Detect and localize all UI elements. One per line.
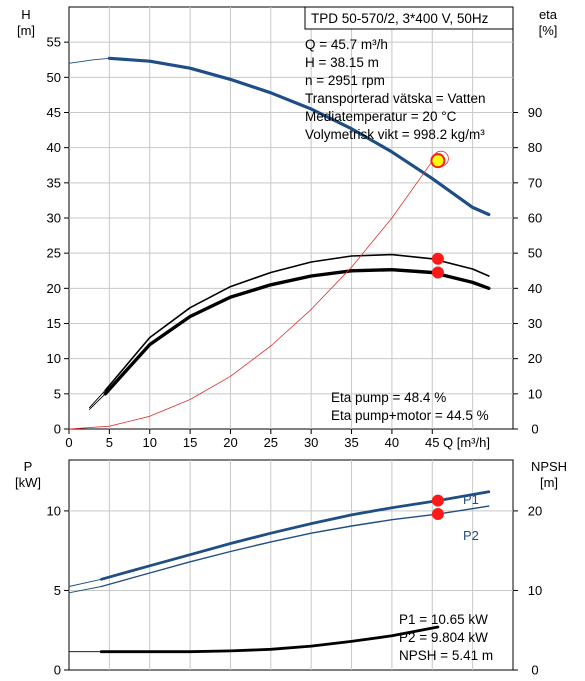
tick-label-left: 10 <box>47 503 61 518</box>
annotation-eta-pump: Eta pump = 48.4 % <box>331 390 446 405</box>
tick-label-x: 25 <box>264 435 278 450</box>
tick-label-right: 40 <box>528 281 542 296</box>
marker-point <box>431 494 444 507</box>
tick-label-x: 45 <box>425 435 439 450</box>
tick-label-left: 10 <box>47 351 61 366</box>
y-left-label-line1: H <box>21 7 30 22</box>
tick-label-x: 20 <box>223 435 237 450</box>
tick-label-x: 0 <box>65 435 72 450</box>
info-box-title-frame <box>304 6 514 30</box>
operating-point-marker <box>430 153 446 169</box>
series-label-p1: P1 <box>463 492 479 507</box>
tick-label-right: 20 <box>528 351 542 366</box>
ticks-bottom: 0 5 10 0 10 20 <box>47 503 543 677</box>
y-right-label-line1: NPSH <box>531 459 567 474</box>
annotation-eta-pump-motor: Eta pump+motor = 44.5 % <box>331 408 489 423</box>
tick-label-left: 0 <box>54 422 61 437</box>
tick-label-right: 10 <box>528 583 542 598</box>
curve-eta_total <box>103 268 491 396</box>
tick-label-left: 20 <box>47 281 61 296</box>
curve-eta_total-extension <box>88 393 106 411</box>
tick-label-x: 40 <box>385 435 399 450</box>
annotation-npsh: NPSH = 5.41 m <box>399 648 493 663</box>
info-line-density: Volymetrisk vikt = 998.2 kg/m³ <box>305 127 485 142</box>
tick-label-left: 35 <box>47 175 61 190</box>
ticks-top: 0510152025303540455055010203040506070809… <box>47 35 543 450</box>
marker-point <box>431 266 444 279</box>
tick-label-left: 30 <box>47 211 61 226</box>
info-box-title: TPD 50-570/2, 3*400 V, 50Hz <box>311 11 489 26</box>
curve-eta_pump-extension <box>88 389 106 409</box>
annotation-p1: P1 = 10.65 kW <box>399 612 488 627</box>
y-right-label-line2: [%] <box>539 23 558 38</box>
grid-top <box>69 7 513 429</box>
info-line-flow: Q = 45.7 m³/h <box>305 37 388 52</box>
tick-label-right: 30 <box>528 316 542 331</box>
tick-label-left: 5 <box>54 583 61 598</box>
series-top <box>68 56 491 430</box>
tick-label-x: 15 <box>183 435 197 450</box>
curve-p1-extension <box>68 578 102 587</box>
tick-label-right: 60 <box>528 211 542 226</box>
y-left-label-line2: [m] <box>17 23 35 38</box>
annotation-p2: P2 = 9.804 kW <box>399 630 488 645</box>
tick-label-x: 35 <box>344 435 358 450</box>
curve-p2 <box>100 505 490 588</box>
tick-label-x: 30 <box>304 435 318 450</box>
tick-label-left: 50 <box>47 70 61 85</box>
tick-label-left: 55 <box>47 35 61 50</box>
curve-p1 <box>99 490 491 581</box>
marker-point <box>431 508 444 521</box>
tick-label-left: 15 <box>47 316 61 331</box>
markers-bottom <box>431 494 444 521</box>
power-npsh-chart: 0 5 10 0 10 20 P [kW] NPSH [m] P1 P2 P1 = 10.… <box>15 459 567 678</box>
y-left-label-line2: [kW] <box>15 475 41 490</box>
head-efficiency-chart: 0510152025303540455055010203040506070809… <box>17 6 558 450</box>
tick-label-left: 25 <box>47 246 61 261</box>
tick-label-right: 80 <box>528 140 542 155</box>
y-right-label-line1: eta <box>539 7 558 22</box>
tick-label-right: 0 <box>531 663 538 678</box>
tick-label-left: 40 <box>47 140 61 155</box>
markers-top <box>430 150 449 279</box>
tick-label-right: 90 <box>528 105 542 120</box>
tick-label-left: 5 <box>54 386 61 401</box>
curve-head-extension <box>68 57 110 64</box>
curve-npsh <box>99 625 440 654</box>
curve-p2-extension <box>68 586 102 594</box>
info-line-liquid: Transporterad vätska = Vatten <box>305 91 485 106</box>
tick-label-right: 0 <box>531 422 538 437</box>
x-axis-label: Q [m³/h] <box>443 435 490 450</box>
info-box: TPD 50-570/2, 3*400 V, 50Hz Q = 45.7 m³/… <box>304 6 514 142</box>
info-line-speed: n = 2951 rpm <box>305 73 385 88</box>
info-line-temperature: Mediatemperatur = 20 °C <box>305 109 457 124</box>
marker-point <box>431 252 444 265</box>
tick-label-right: 10 <box>528 386 542 401</box>
tick-label-right: 20 <box>528 503 542 518</box>
info-line-head: H = 38.15 m <box>305 55 379 70</box>
curve-h_ref <box>68 152 439 430</box>
tick-label-right: 50 <box>528 246 542 261</box>
series-bottom <box>68 490 491 654</box>
y-right-label-line2: [m] <box>540 475 558 490</box>
tick-label-left: 45 <box>47 105 61 120</box>
tick-label-right: 70 <box>528 175 542 190</box>
tick-label-left: 0 <box>54 663 61 678</box>
series-label-p2: P2 <box>463 528 479 543</box>
tick-label-x: 5 <box>106 435 113 450</box>
y-left-label-line1: P <box>24 459 33 474</box>
curve-eta_pump <box>104 253 490 392</box>
tick-label-x: 10 <box>142 435 156 450</box>
curve-head <box>107 56 491 217</box>
